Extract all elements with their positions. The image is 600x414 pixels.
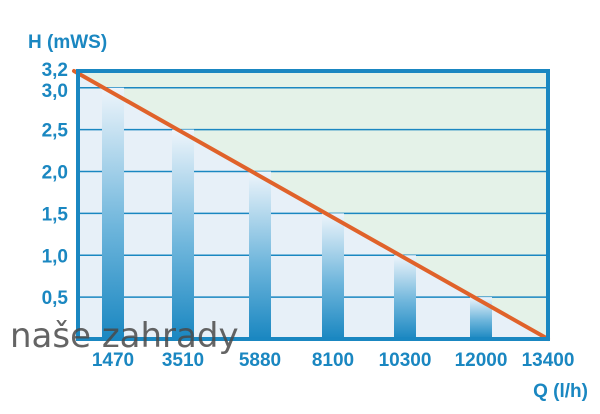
x-tick-label: 12000 — [455, 350, 508, 371]
bar-5880 — [249, 171, 271, 339]
y-tick-label: 3,0 — [42, 81, 68, 102]
y-tick-label: 1,5 — [42, 204, 69, 225]
x-axis-title: Q (l/h) — [533, 381, 588, 402]
x-tick-label: 3510 — [162, 350, 204, 371]
y-axis-title: H (mWS) — [28, 32, 107, 53]
bar-12000 — [470, 297, 492, 339]
y-tick-label: 1,0 — [42, 246, 68, 267]
x-tick-label: 1470 — [92, 350, 134, 371]
x-tick-labels: 1470 3510 5880 8100 10300 12000 13400 — [92, 350, 575, 371]
x-tick-label: 13400 — [522, 350, 575, 371]
x-tick-label: 8100 — [312, 350, 354, 371]
bars — [102, 87, 492, 339]
gridlines — [78, 87, 548, 298]
watermark-logo: naše zahrady — [10, 316, 239, 356]
x-tick-label: 10300 — [379, 350, 432, 371]
bar-10300 — [394, 255, 416, 339]
bar-1470 — [102, 87, 124, 339]
y-tick-label: 2,5 — [42, 121, 69, 142]
y-tick-labels: 3,23,0 2,5 2,0 1,5 1,0 0,5 — [42, 60, 69, 309]
y-tick-label: 2,0 — [42, 163, 68, 184]
x-tick-label: 5880 — [239, 350, 281, 371]
bar-8100 — [322, 213, 344, 339]
plot-frame — [76, 69, 550, 341]
y-tick-label: 0,5 — [42, 288, 69, 309]
bar-3510 — [172, 129, 194, 339]
pump-curve-line — [72, 69, 550, 341]
y-tick-label: 3,2 — [42, 60, 68, 81]
